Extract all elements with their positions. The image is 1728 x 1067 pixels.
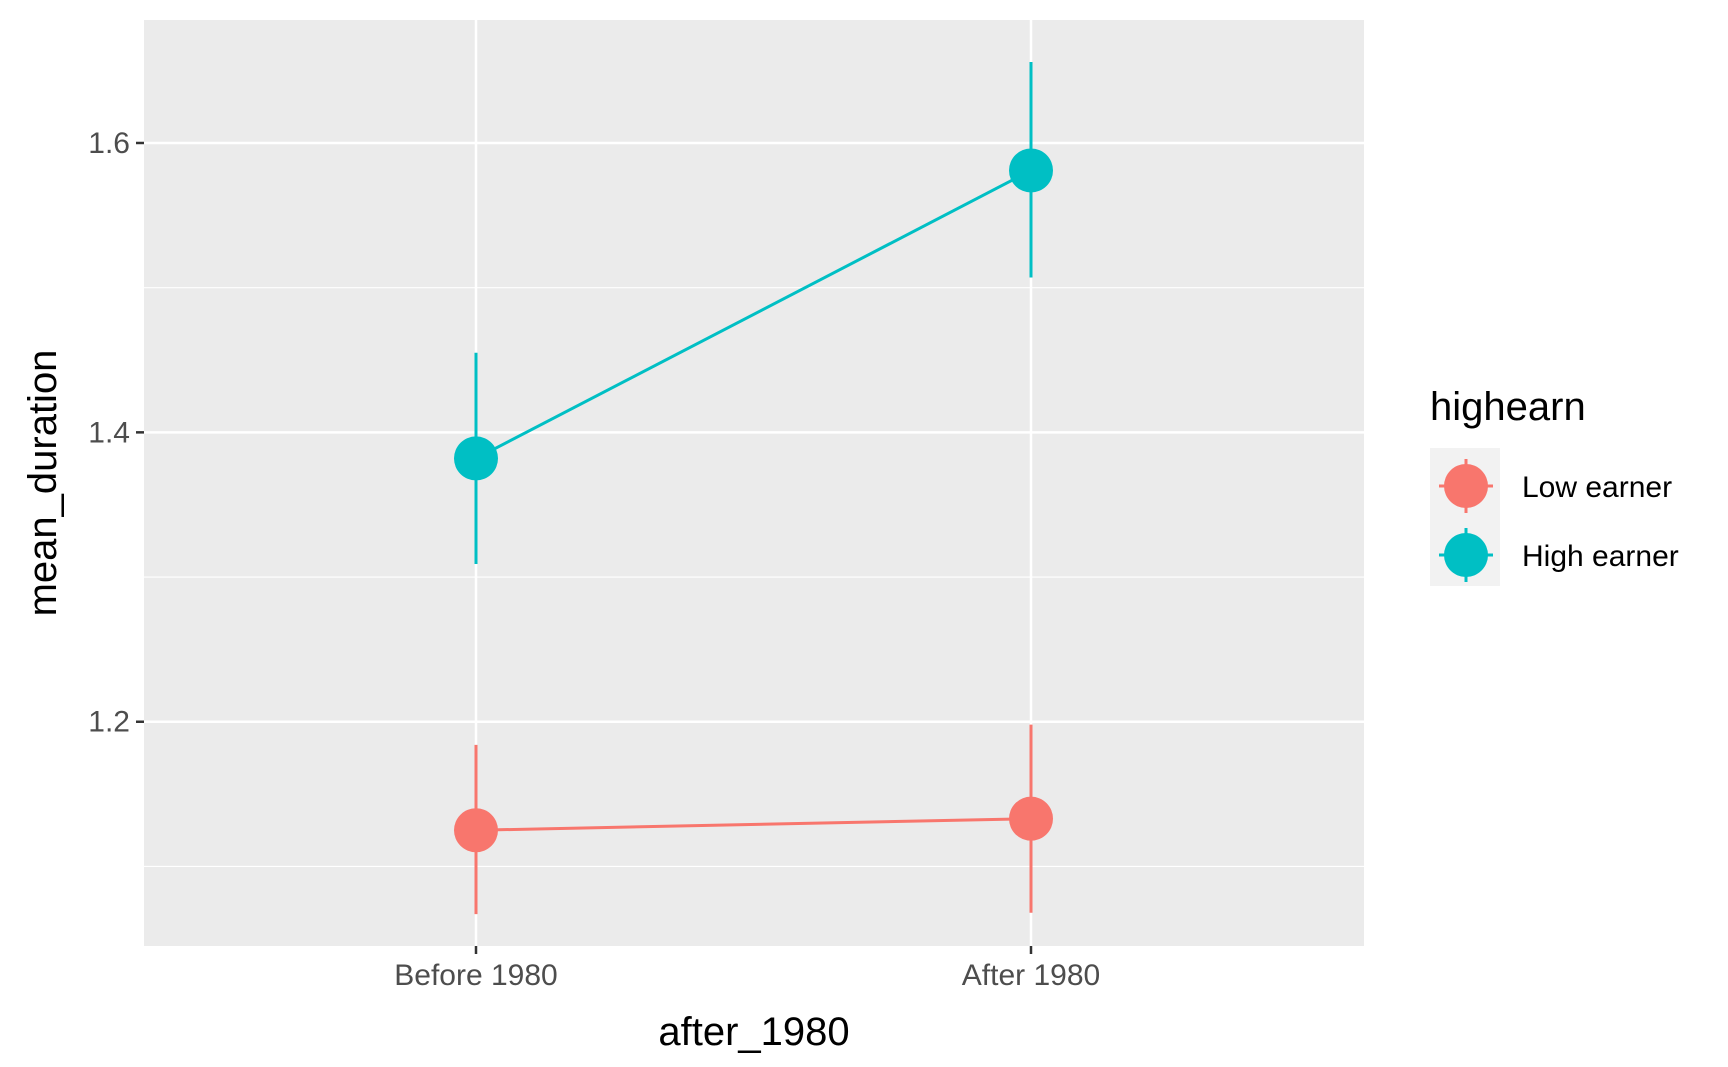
y-tick-label: 1.6 bbox=[88, 127, 130, 160]
data-point bbox=[454, 808, 498, 853]
axes: 1.2 1.4 1.6 Before 1980 After 1980 bbox=[88, 127, 1100, 992]
series-high-earner bbox=[454, 61, 1053, 565]
series-line bbox=[475, 169, 1032, 460]
x-axis-title: after_1980 bbox=[658, 1010, 849, 1054]
legend-label: High earner bbox=[1522, 540, 1679, 573]
legend-key-point bbox=[1444, 533, 1488, 577]
legend-items: Low earner High earner bbox=[1439, 459, 1679, 582]
y-tick-label: 1.4 bbox=[88, 416, 130, 449]
data-point bbox=[1009, 796, 1053, 841]
legend-item: Low earner bbox=[1439, 459, 1672, 513]
data-point bbox=[1009, 148, 1053, 193]
series-layer bbox=[454, 61, 1053, 915]
y-axis-title: mean_duration bbox=[21, 350, 65, 617]
data-point bbox=[454, 436, 498, 481]
x-tick-label: After 1980 bbox=[962, 959, 1100, 992]
legend-title: highearn bbox=[1430, 385, 1586, 429]
plot-panel bbox=[144, 20, 1364, 946]
legend-item: High earner bbox=[1439, 528, 1679, 582]
legend-label: Low earner bbox=[1522, 471, 1672, 504]
series-line bbox=[475, 817, 1032, 832]
x-tick-label: Before 1980 bbox=[394, 959, 557, 992]
series-low-earner bbox=[454, 724, 1053, 915]
y-tick-label: 1.2 bbox=[88, 706, 130, 739]
legend: highearn Low earner High earner bbox=[1430, 385, 1679, 586]
legend-key-point bbox=[1444, 464, 1488, 508]
